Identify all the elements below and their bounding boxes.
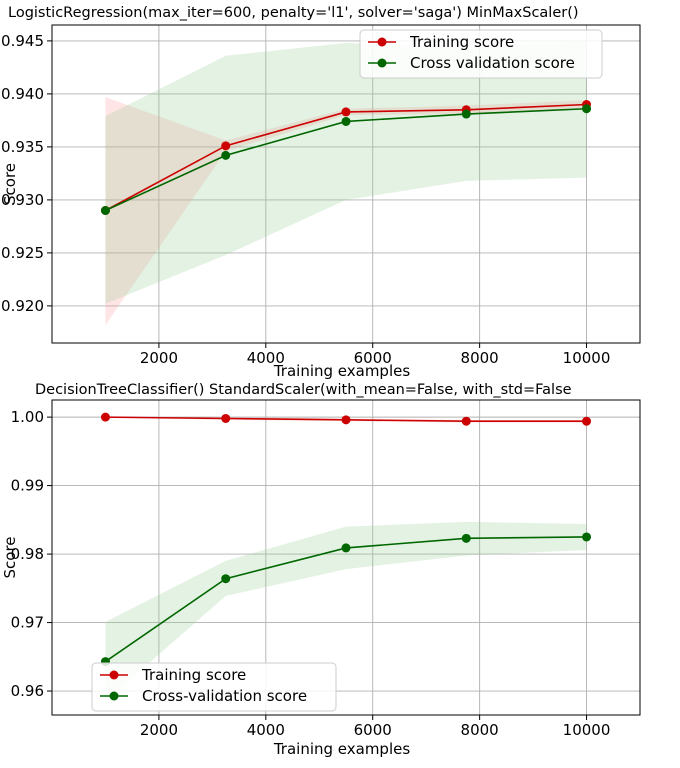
y-tick-label: 0.945 bbox=[1, 32, 44, 50]
x-tick-label: 10000 bbox=[563, 349, 611, 367]
x-tick-label: 2000 bbox=[140, 349, 178, 367]
axes-frame bbox=[51, 24, 641, 344]
legend-label: Cross-validation score bbox=[142, 687, 307, 705]
y-tick-label: 0.935 bbox=[1, 138, 44, 156]
confidence-band-cv bbox=[105, 521, 587, 702]
data-point-cv bbox=[582, 532, 592, 542]
x-tick-label: 10000 bbox=[563, 721, 611, 739]
x-tick-label: 2000 bbox=[140, 721, 178, 739]
y-tick-label: 0.96 bbox=[11, 682, 44, 700]
chart-1: LogisticRegression(max_iter=600, penalty… bbox=[1, 5, 641, 380]
legend: Training score Cross-validation score bbox=[91, 662, 337, 712]
legend-label: Training score bbox=[409, 33, 514, 51]
data-point-cv bbox=[100, 206, 110, 215]
axes-frame bbox=[51, 399, 641, 716]
x-axis-label: Training examples bbox=[273, 740, 411, 758]
data-point-cv bbox=[221, 574, 231, 584]
data-point-cv bbox=[221, 150, 231, 160]
legend-swatch-marker bbox=[109, 691, 119, 701]
x-tick-label: 4000 bbox=[247, 349, 285, 367]
x-tick-label: 8000 bbox=[461, 721, 499, 739]
data-point-training bbox=[221, 141, 231, 151]
y-tick-label: 0.98 bbox=[11, 545, 44, 563]
legend-box bbox=[359, 29, 603, 79]
confidence-band-training bbox=[105, 97, 587, 325]
legend-label: Cross validation score bbox=[410, 54, 575, 72]
data-point-cv bbox=[341, 116, 351, 126]
y-axis-label: Score bbox=[1, 536, 19, 578]
data-point-training bbox=[100, 412, 110, 422]
y-tick-label: 0.925 bbox=[1, 244, 44, 262]
data-point-training bbox=[582, 416, 592, 426]
legend: Training score Cross validation score bbox=[359, 29, 603, 79]
chart-2: DecisionTreeClassifier() StandardScaler(… bbox=[1, 382, 641, 758]
legend-label: Training score bbox=[141, 666, 246, 684]
y-axis-label: Score bbox=[1, 163, 19, 205]
chart-title: LogisticRegression(max_iter=600, penalty… bbox=[8, 5, 579, 21]
legend-box bbox=[91, 662, 337, 712]
legend-swatch-marker bbox=[377, 58, 387, 68]
data-point-cv bbox=[461, 533, 471, 543]
legend-swatch-marker bbox=[109, 670, 119, 680]
y-tick-label: 1.00 bbox=[11, 408, 44, 426]
data-point-cv bbox=[461, 109, 471, 119]
y-tick-label: 0.920 bbox=[1, 297, 44, 315]
y-tick-label: 0.930 bbox=[1, 191, 44, 209]
chart-title: DecisionTreeClassifier() StandardScaler(… bbox=[35, 382, 572, 398]
y-tick-label: 0.940 bbox=[1, 85, 44, 103]
x-tick-label: 6000 bbox=[354, 721, 392, 739]
data-point-training bbox=[221, 413, 231, 423]
data-point-training bbox=[341, 107, 351, 117]
x-axis-label: Training examples bbox=[273, 362, 411, 380]
x-tick-label: 8000 bbox=[461, 349, 499, 367]
data-point-training bbox=[461, 416, 471, 426]
y-tick-label: 0.97 bbox=[11, 614, 44, 632]
data-point-cv bbox=[341, 543, 351, 553]
y-tick-label: 0.99 bbox=[11, 477, 44, 495]
data-point-cv bbox=[582, 104, 592, 114]
legend-swatch-marker bbox=[377, 37, 387, 47]
data-point-training bbox=[341, 415, 351, 425]
x-tick-label: 4000 bbox=[247, 721, 285, 739]
x-tick-label: 6000 bbox=[354, 349, 392, 367]
